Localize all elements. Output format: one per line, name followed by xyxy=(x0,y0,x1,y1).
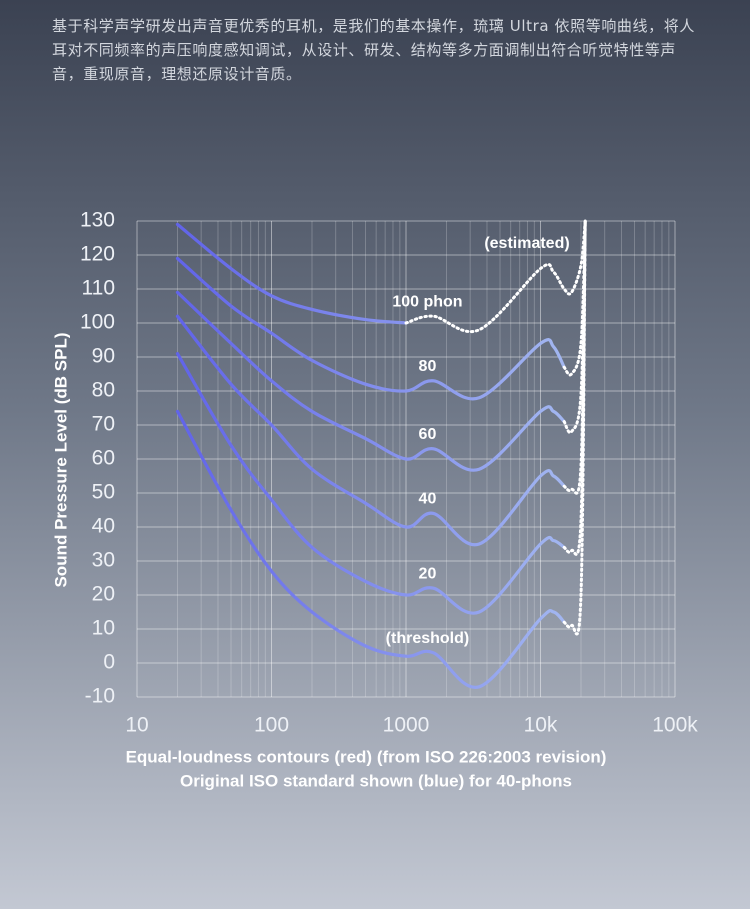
contour-line xyxy=(175,314,566,547)
contour-line xyxy=(175,409,566,689)
y-tick-label: 10 xyxy=(92,617,115,640)
y-tick-label: 120 xyxy=(80,243,115,266)
y-tick-label: 130 xyxy=(80,209,115,232)
curve-label: 100 phon xyxy=(392,293,462,310)
curves xyxy=(175,219,587,689)
x-axis-title: Original ISO standard shown (blue) for 4… xyxy=(180,771,572,790)
estimated-line xyxy=(562,219,587,556)
x-tick-label: 10k xyxy=(524,714,558,737)
y-tick-label: 70 xyxy=(92,413,115,436)
x-tick-label: 10 xyxy=(125,714,148,737)
y-tick-label: 90 xyxy=(92,345,115,368)
estimated-line xyxy=(562,219,587,377)
curve-label: 20 xyxy=(419,565,437,582)
y-tick-label: 20 xyxy=(92,583,115,606)
labels: -10 0 10 20 30 40 50 60 70 80 90 100 110 120 130 10 100 1… xyxy=(80,209,698,737)
contour-line xyxy=(175,290,566,472)
x-tick-label: 100k xyxy=(652,714,698,737)
y-tick-label: 40 xyxy=(92,515,115,538)
x-tick-label: 100 xyxy=(254,714,289,737)
y-tick-label: 50 xyxy=(92,481,115,504)
curve-label: 60 xyxy=(419,426,437,443)
y-tick-label: 60 xyxy=(92,447,115,470)
estimated-line xyxy=(404,219,587,334)
contour-line xyxy=(175,222,408,325)
x-tick-label: 1000 xyxy=(383,714,430,737)
y-tick-label: 100 xyxy=(80,311,115,334)
curve-label: 40 xyxy=(419,491,437,508)
y-tick-label: 80 xyxy=(92,379,115,402)
y-axis-title: Sound Pressure Level (dB SPL) xyxy=(51,332,70,587)
y-tick-label: 30 xyxy=(92,549,115,572)
curve-label: 80 xyxy=(419,358,437,375)
y-tick-label: 0 xyxy=(103,651,115,674)
y-tick-label: 110 xyxy=(82,277,115,300)
annotation: (estimated) xyxy=(484,235,569,252)
description: 基于科学声学研发出声音更优秀的耳机，是我们的基本操作，琉璃 Ultra 依照等响… xyxy=(52,17,695,83)
contour-line xyxy=(175,256,566,401)
estimated-line xyxy=(562,219,587,636)
x-axis-title: Equal-loudness contours (red) (from ISO … xyxy=(126,747,607,766)
contour-line xyxy=(175,352,566,615)
curve-label: (threshold) xyxy=(386,630,470,647)
y-tick-label: -10 xyxy=(85,685,115,708)
